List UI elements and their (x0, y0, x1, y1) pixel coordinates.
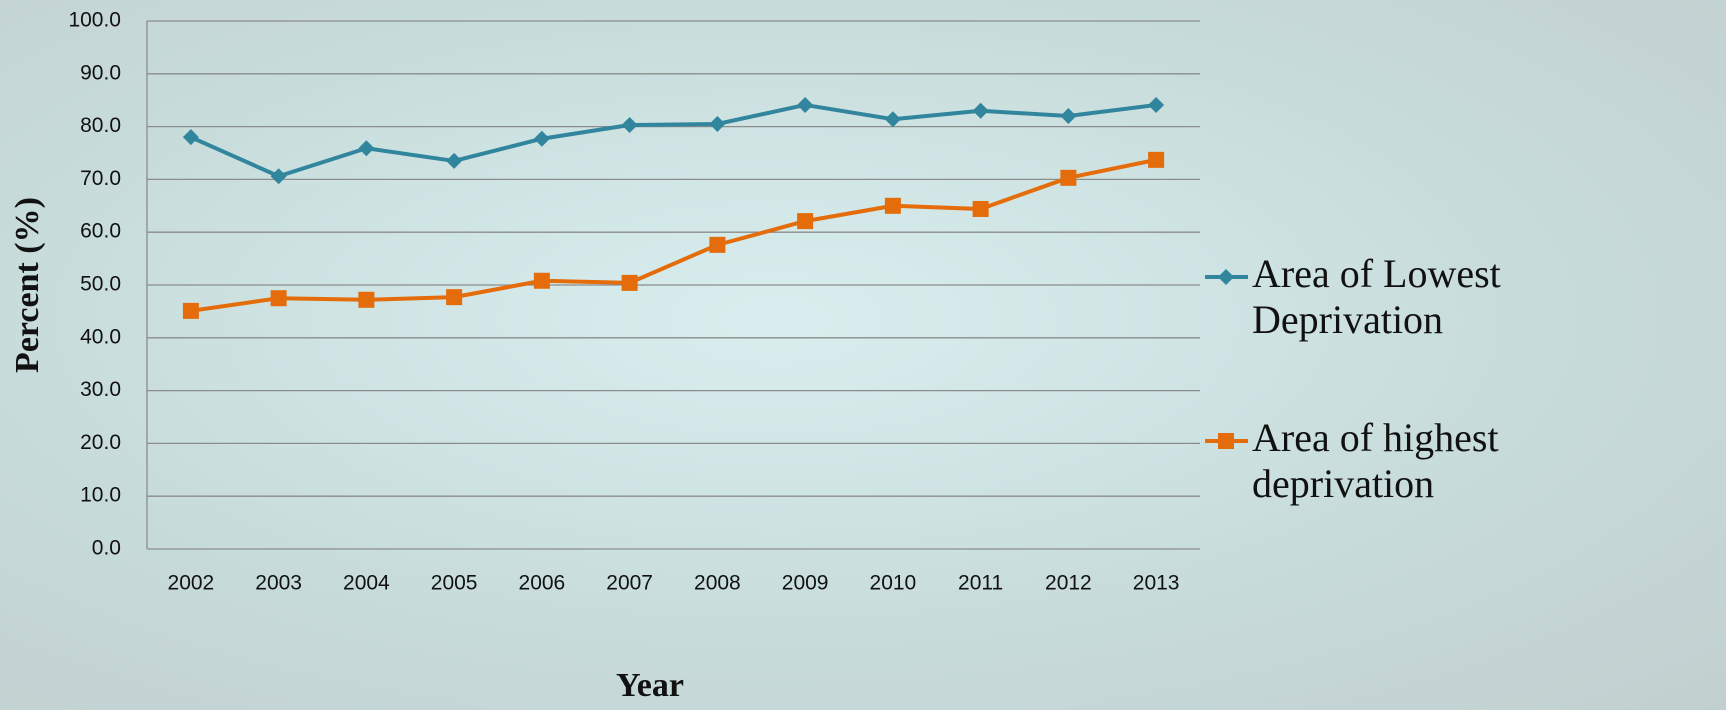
marker (1148, 96, 1165, 113)
marker (797, 96, 814, 113)
x-tick-label: 2012 (1045, 572, 1092, 595)
y-tick-label: 90.0 (80, 61, 121, 84)
marker (446, 289, 463, 306)
series-line (190, 102, 1157, 179)
marker (182, 302, 199, 319)
marker (446, 152, 463, 169)
marker (533, 130, 550, 147)
y-tick-label: 0.0 (92, 537, 121, 560)
x-tick-label: 2007 (606, 572, 653, 595)
y-axis-title: Percent (%) (9, 197, 46, 373)
marker (182, 129, 199, 146)
marker (270, 168, 287, 185)
marker (797, 213, 814, 230)
y-tick-label: 40.0 (80, 325, 121, 348)
y-tick-label: 100.0 (68, 9, 121, 32)
marker (621, 117, 638, 134)
marker (1148, 151, 1165, 168)
marker (270, 290, 287, 307)
marker (1060, 169, 1077, 186)
x-tick-label: 2010 (870, 572, 917, 595)
x-tick-label: 2003 (255, 572, 302, 595)
y-tick-label: 30.0 (80, 378, 121, 401)
legend-marker (1218, 269, 1234, 285)
x-tick-label: 2002 (168, 572, 215, 595)
marker (884, 197, 901, 214)
marker (709, 236, 726, 253)
x-tick-label: 2004 (343, 572, 390, 595)
marker (358, 291, 375, 308)
legend-marker (1218, 433, 1234, 449)
marker (972, 102, 989, 119)
marker (709, 115, 726, 132)
x-tick-label: 2011 (958, 572, 1003, 595)
marker (358, 140, 375, 157)
marker (972, 200, 989, 217)
x-tick-label: 2013 (1133, 572, 1180, 595)
marker (884, 111, 901, 128)
legend-symbol (1218, 433, 1234, 449)
x-tick-label: 2008 (694, 572, 741, 595)
series-line (190, 157, 1157, 313)
legend-label: Area of Lowest Deprivation (1252, 251, 1501, 342)
legend-label: Area of highest deprivation (1252, 415, 1499, 506)
y-tick-label: 20.0 (80, 431, 121, 454)
y-tick-label: 80.0 (80, 114, 121, 137)
x-tick-label: 2005 (431, 572, 478, 595)
x-tick-label: 2009 (782, 572, 829, 595)
marker (533, 272, 550, 289)
y-tick-label: 70.0 (80, 167, 121, 190)
y-tick-label: 50.0 (80, 273, 121, 296)
y-tick-label: 10.0 (80, 484, 121, 507)
y-tick-label: 60.0 (80, 220, 121, 243)
legend-symbol (1218, 269, 1234, 285)
marker (1060, 108, 1077, 125)
x-tick-label: 2006 (519, 572, 566, 595)
x-axis-title: Year (616, 667, 684, 704)
marker (621, 274, 638, 291)
